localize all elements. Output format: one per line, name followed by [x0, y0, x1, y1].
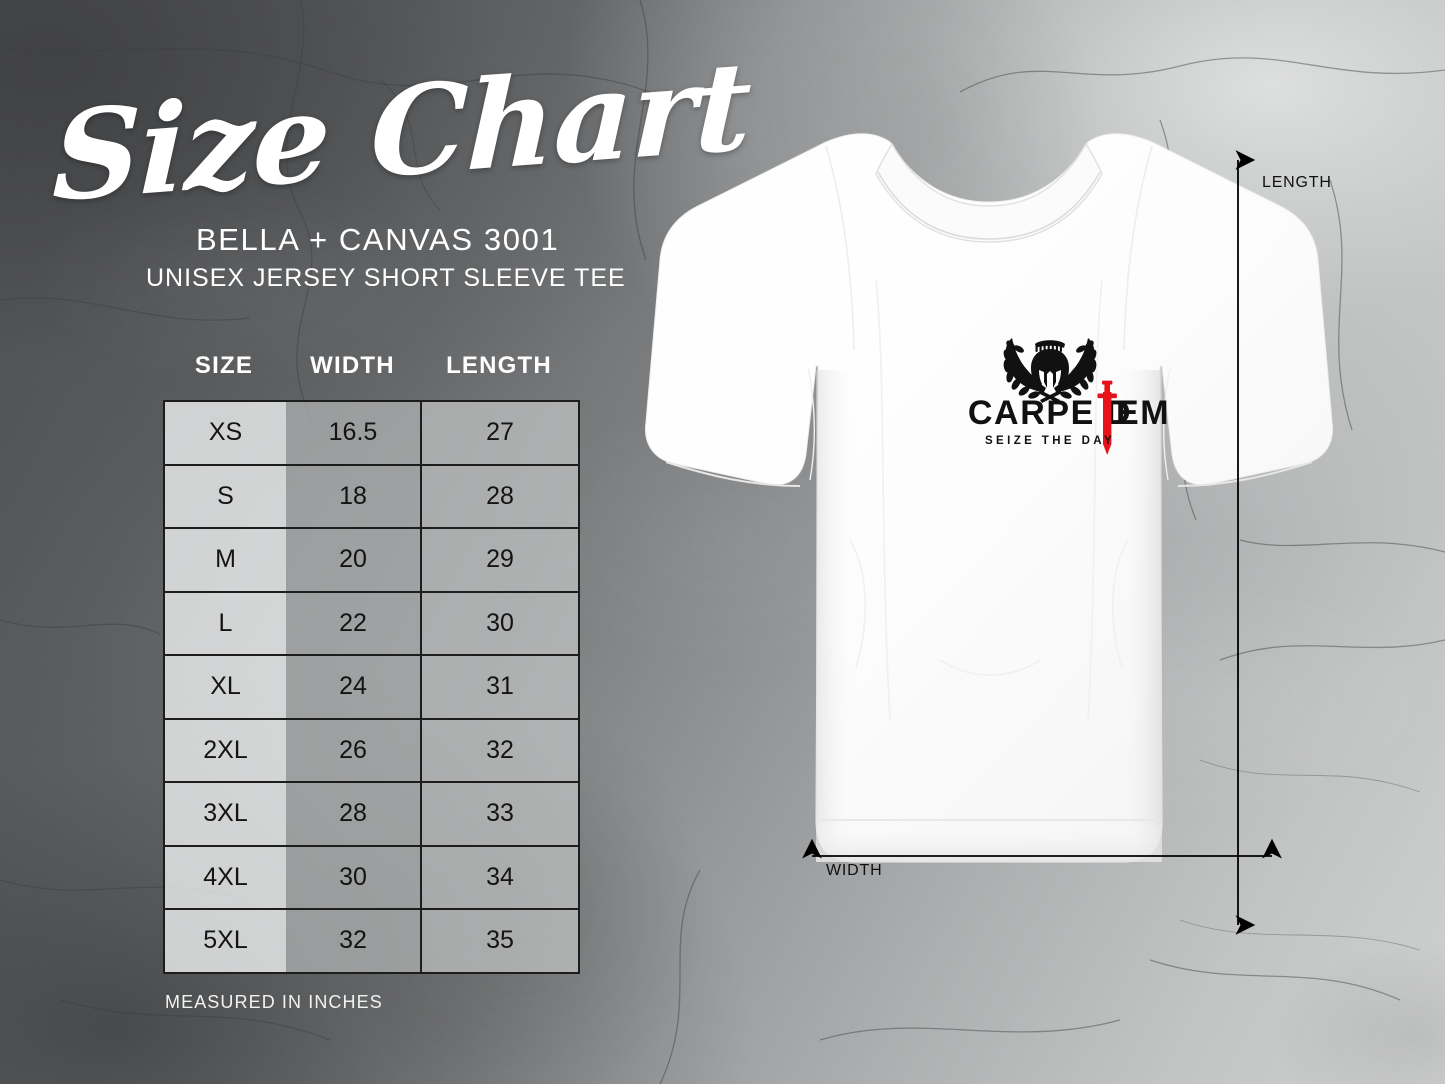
cell-width: 24 — [286, 654, 422, 720]
table-row: L 22 30 — [163, 590, 580, 656]
width-label: WIDTH — [826, 862, 883, 879]
cell-length: 32 — [420, 717, 580, 783]
cell-length: 35 — [420, 908, 580, 974]
cell-size: XL — [163, 654, 286, 720]
cell-size: M — [163, 527, 286, 593]
cell-width: 28 — [286, 781, 422, 847]
cell-width: 20 — [286, 527, 422, 593]
cell-length: 34 — [420, 844, 580, 910]
table-row: XL 24 31 — [163, 654, 580, 720]
cell-length: 28 — [420, 463, 580, 529]
length-label: LENGTH — [1262, 174, 1332, 191]
cell-width: 26 — [286, 717, 422, 783]
cell-length: 33 — [420, 781, 580, 847]
cell-width: 18 — [286, 463, 422, 529]
column-header-size: SIZE — [194, 352, 254, 379]
tshirt-illustration — [640, 120, 1340, 940]
cell-size: 2XL — [163, 717, 286, 783]
cell-length: 30 — [420, 590, 580, 656]
cell-size: L — [163, 590, 286, 656]
spartan-helmet-icon — [1031, 340, 1069, 390]
brand-name: BELLA + CANVAS 3001 — [196, 222, 560, 257]
table-row: XS 16.5 27 — [163, 400, 580, 466]
cell-size: 5XL — [163, 908, 286, 974]
cell-length: 31 — [420, 654, 580, 720]
cell-size: S — [163, 463, 286, 529]
table-row: 4XL 30 34 — [163, 844, 580, 910]
logo-tagline: SEIZE THE DAY — [985, 435, 1115, 447]
table-row: S 18 28 — [163, 463, 580, 529]
cell-size: XS — [163, 400, 286, 466]
measurement-unit-note: MEASURED IN INCHES — [165, 992, 383, 1012]
cell-size: 3XL — [163, 781, 286, 847]
cell-width: 30 — [286, 844, 422, 910]
table-row: 3XL 28 33 — [163, 781, 580, 847]
column-header-length: LENGTH — [446, 352, 552, 379]
product-description: UNISEX JERSEY SHORT SLEEVE TEE — [146, 264, 626, 292]
table-row: M 20 29 — [163, 527, 580, 593]
cell-width: 16.5 — [286, 400, 422, 466]
cell-width: 22 — [286, 590, 422, 656]
sword-icon — [1097, 380, 1117, 455]
cell-length: 29 — [420, 527, 580, 593]
laurel-wreath-icon — [1003, 338, 1097, 403]
size-chart-table: XS 16.5 27 S 18 28 M 20 29 L 22 30 XL 24 31 2XL 26 32 3XL 2… — [163, 400, 580, 974]
svg-text:EM: EM — [1116, 394, 1170, 432]
cell-size: 4XL — [163, 844, 286, 910]
table-row: 5XL 32 35 — [163, 908, 580, 974]
cell-length: 27 — [420, 400, 580, 466]
cell-width: 32 — [286, 908, 422, 974]
column-header-width: WIDTH — [310, 352, 395, 379]
carpe-diem-logo: CARPE D EM SEIZE THE DAY — [917, 336, 1183, 464]
table-row: 2XL 26 32 — [163, 717, 580, 783]
